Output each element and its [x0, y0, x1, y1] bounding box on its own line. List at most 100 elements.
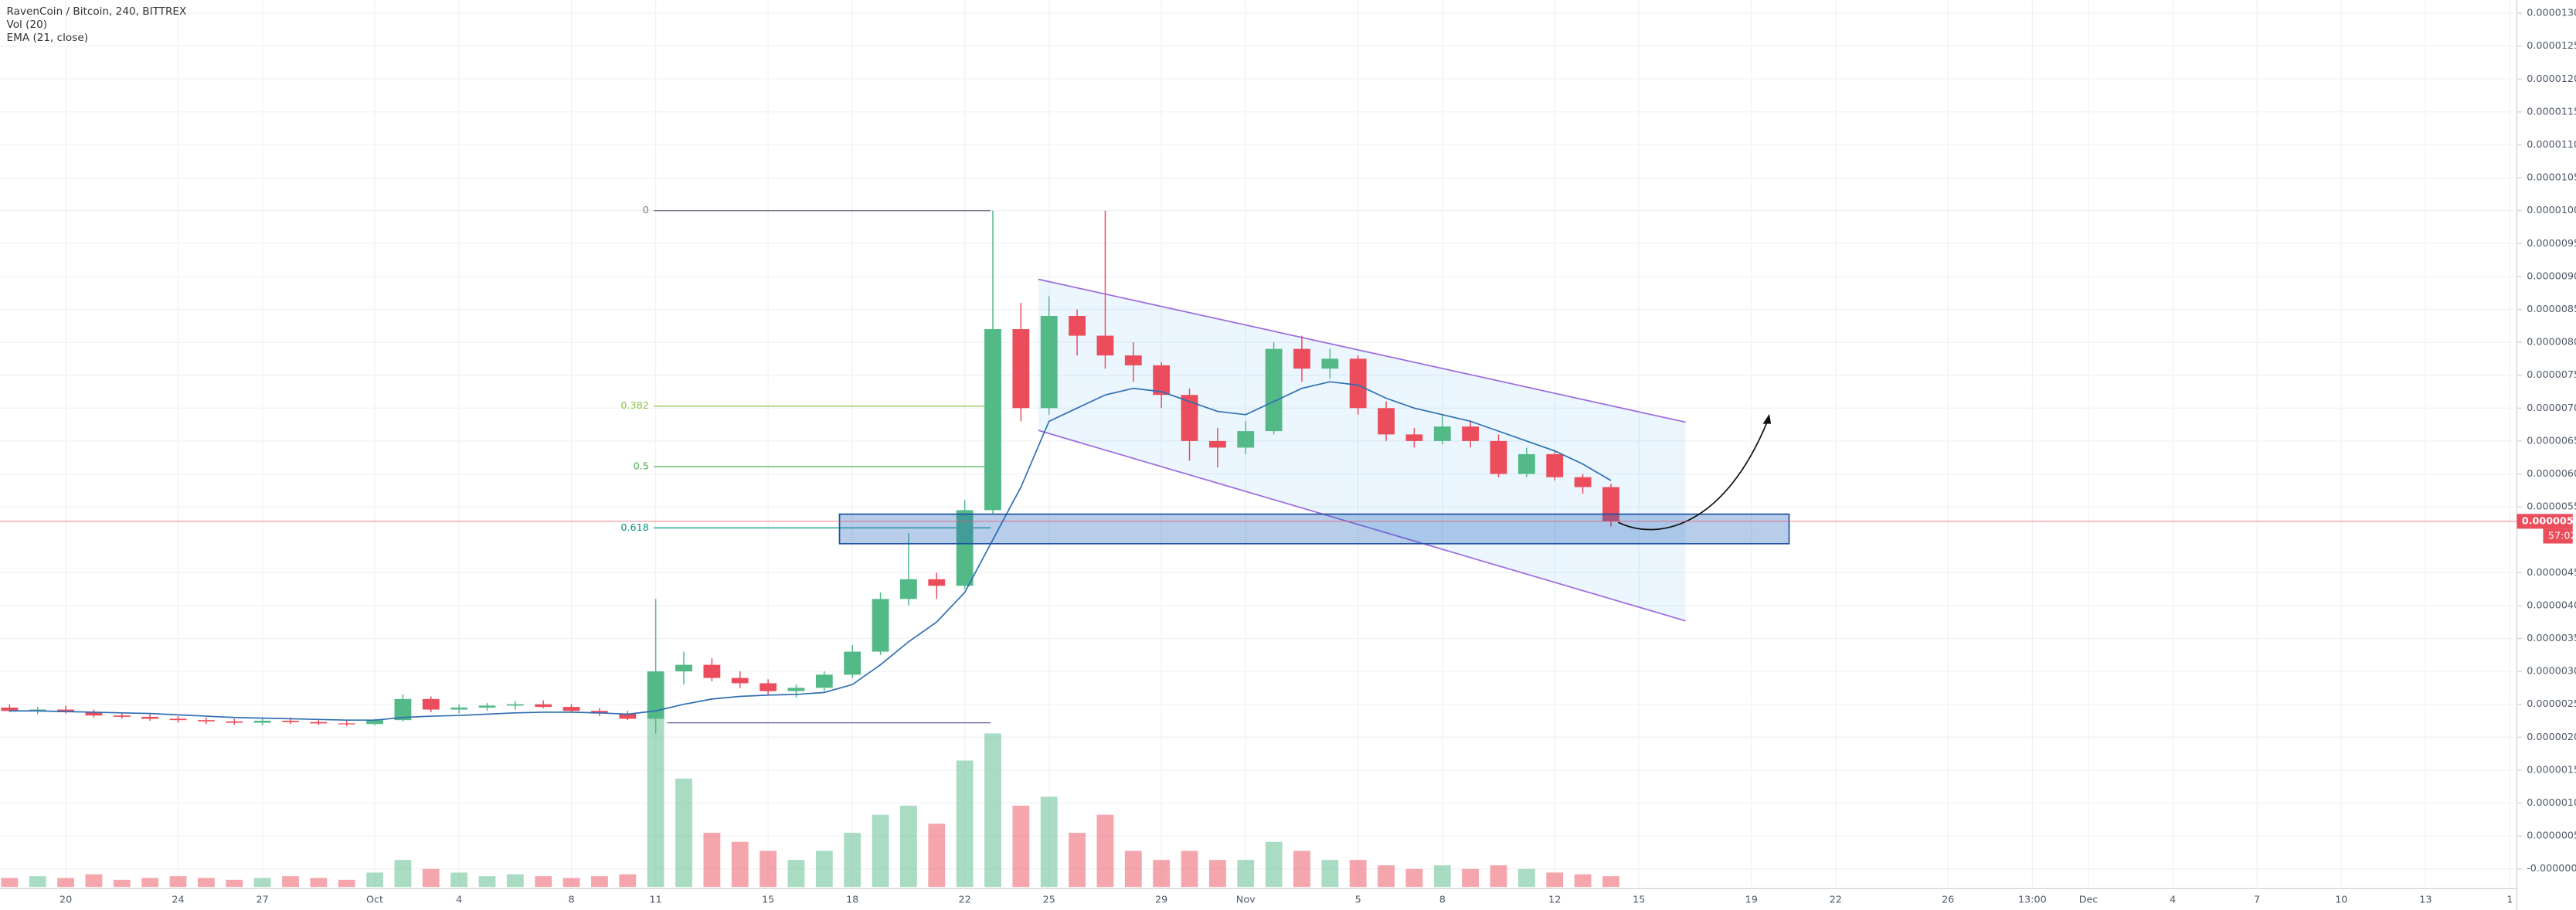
volume-bar	[1012, 805, 1030, 888]
candle-body	[815, 674, 833, 688]
y-tick-label: 0.00001150	[2527, 106, 2576, 117]
candle-body	[1321, 358, 1339, 369]
volume-bar	[1069, 833, 1086, 888]
channel-fill	[1038, 279, 1686, 621]
volume-bar	[1096, 814, 1114, 888]
volume-bar	[85, 874, 103, 888]
x-tick-label: 5	[1355, 895, 1361, 906]
volume-bar	[197, 878, 215, 888]
indicator-label: EMA (21, close)	[7, 32, 88, 44]
volume-bar	[1237, 860, 1255, 888]
channel-upper	[1038, 278, 1686, 423]
y-tick-label: 0.00000550	[2527, 501, 2576, 513]
volume-bar	[1378, 865, 1395, 888]
fib-label: 0.618	[620, 522, 649, 534]
volume-bar	[141, 878, 159, 888]
candle-body	[1349, 358, 1367, 409]
volume-bar	[675, 778, 692, 888]
volume-bar	[450, 872, 468, 888]
candle-body	[731, 677, 749, 684]
volume-bar	[366, 872, 383, 888]
volume-bar	[113, 879, 131, 888]
candle-body	[1237, 431, 1255, 448]
volume-bar	[310, 878, 328, 888]
indicator-label: Vol (20)	[7, 19, 48, 31]
volume-bar	[1321, 860, 1339, 888]
candle-body	[956, 510, 974, 586]
volume-bar	[478, 876, 496, 888]
y-tick-label: 0.00001050	[2527, 172, 2576, 184]
volume-bar	[647, 706, 664, 888]
candle-body	[900, 579, 917, 599]
volume-bar	[1040, 796, 1058, 888]
candle-body	[1462, 426, 1480, 441]
volume-bar	[1153, 860, 1171, 888]
candle-body	[1378, 408, 1395, 435]
y-tick-label: 0.00001100	[2527, 139, 2576, 151]
x-tick-label: 7	[2254, 895, 2260, 906]
volume-bar	[562, 878, 580, 888]
x-tick-label: Dec	[2079, 895, 2099, 906]
candle-body	[1433, 426, 1451, 441]
y-tick-label: 0.00000800	[2527, 337, 2576, 348]
volume-bar	[1349, 860, 1367, 888]
candle-body	[226, 721, 243, 723]
volume-bar	[506, 874, 524, 888]
x-tick-label: Nov	[1236, 895, 1256, 906]
y-tick-label: 0.00000350	[2527, 633, 2576, 644]
candle-body	[675, 664, 692, 672]
y-tick-label: 0.00000750	[2527, 369, 2576, 381]
volume-bar	[815, 851, 833, 888]
y-tick-label: 0.00000900	[2527, 270, 2576, 282]
chart-title: RavenCoin / Bitcoin, 240, BITTREX	[7, 5, 187, 18]
ema-line	[9, 381, 1612, 722]
y-tick-label: 0.00000600	[2527, 468, 2576, 480]
candle-body	[1124, 355, 1142, 365]
y-tick-label: 0.00001200	[2527, 73, 2576, 85]
volume-bar	[928, 823, 946, 888]
y-tick-label: 0.00000250	[2527, 698, 2576, 710]
candle-body	[844, 651, 861, 675]
candle-body	[1, 707, 19, 711]
volume-bar	[394, 860, 412, 888]
candle-body	[1293, 348, 1310, 369]
y-tick-label: 0.00000300	[2527, 666, 2576, 677]
candle-body	[310, 722, 328, 724]
volume-bar	[1, 878, 19, 888]
volume-bar	[1124, 851, 1142, 888]
candle-body	[478, 705, 496, 708]
candle-body	[282, 721, 299, 722]
candle-body	[338, 723, 355, 725]
y-tick-label: 0.00000700	[2527, 402, 2576, 414]
x-tick-label: 22	[959, 895, 971, 906]
volume-bar	[253, 878, 271, 888]
y-tick-label: 0.00000400	[2527, 599, 2576, 611]
y-tick-label: 0.00000200	[2527, 732, 2576, 743]
volume-bar	[619, 874, 637, 888]
volume-bar	[900, 805, 917, 888]
candle-body	[928, 579, 946, 586]
x-tick-label: 18	[846, 895, 858, 906]
volume-bar	[984, 733, 1001, 888]
x-tick-label: 25	[1043, 895, 1055, 906]
x-tick-label: 20	[59, 895, 72, 906]
volume-bar	[57, 878, 74, 888]
x-tick-label: 13	[2419, 895, 2432, 906]
candle-body	[366, 720, 383, 725]
candle-body	[760, 683, 777, 691]
candle-body	[394, 698, 412, 721]
volume-bar	[282, 876, 299, 888]
candle-body	[872, 599, 889, 652]
candle-body	[703, 664, 721, 678]
x-tick-label: Oct	[366, 895, 383, 906]
volume-bar	[1208, 860, 1226, 888]
candle-body	[506, 704, 524, 706]
x-tick-label: 11	[650, 895, 662, 906]
x-tick-label: 15	[1633, 895, 1645, 906]
volume-bar	[1265, 841, 1283, 888]
x-tick-label: 4	[456, 895, 462, 906]
x-tick-label: 12	[1548, 895, 1561, 906]
y-tick-label: 0.00000850	[2527, 304, 2576, 315]
volume-bar	[844, 833, 861, 888]
